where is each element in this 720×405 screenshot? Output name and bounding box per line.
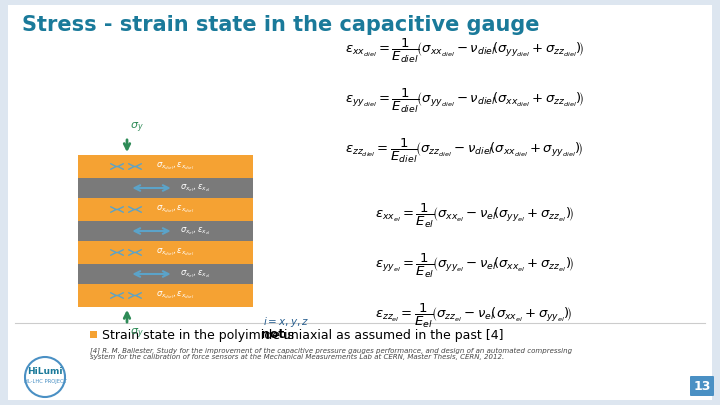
Bar [78, 198, 253, 221]
FancyBboxPatch shape [690, 376, 714, 396]
Text: $\sigma_{x_{diel}},\varepsilon_{x_{diel}}$: $\sigma_{x_{diel}},\varepsilon_{x_{diel}… [156, 290, 195, 301]
Circle shape [25, 357, 65, 397]
Text: $\sigma_{x_{diel}},\varepsilon_{x_{diel}}$: $\sigma_{x_{diel}},\varepsilon_{x_{diel}… [156, 247, 195, 258]
Text: $\sigma_y$: $\sigma_y$ [130, 327, 144, 341]
Text: $\sigma_{x_{el}},\varepsilon_{x_{el}}$: $\sigma_{x_{el}},\varepsilon_{x_{el}}$ [179, 268, 210, 280]
Bar [78, 284, 253, 307]
Text: not: not [261, 328, 284, 341]
Text: $\varepsilon_{yy_{diel}} = \dfrac{1}{E_{diel}}\!\left(\sigma_{yy_{diel}} - \nu_{: $\varepsilon_{yy_{diel}} = \dfrac{1}{E_{… [345, 87, 585, 115]
Text: $i = x,y,z$: $i = x,y,z$ [263, 315, 309, 329]
Bar [90, 331, 97, 338]
Bar [78, 241, 253, 264]
Text: $\sigma_{x_{diel}},\varepsilon_{x_{diel}}$: $\sigma_{x_{diel}},\varepsilon_{x_{diel}… [156, 204, 195, 215]
Text: $\sigma_{x_{el}},\varepsilon_{x_{el}}$: $\sigma_{x_{el}},\varepsilon_{x_{el}}$ [179, 225, 210, 237]
Text: $\varepsilon_{yy_{el}} = \dfrac{1}{E_{el}}\!\left(\sigma_{yy_{el}} - \nu_{el}\!\: $\varepsilon_{yy_{el}} = \dfrac{1}{E_{el… [375, 252, 574, 280]
Bar [78, 221, 253, 241]
Text: $\sigma_{x_{diel}},\varepsilon_{x_{diel}}$: $\sigma_{x_{diel}},\varepsilon_{x_{diel}… [156, 161, 195, 172]
Bar [78, 178, 253, 198]
Text: 13: 13 [693, 379, 711, 392]
Text: $\varepsilon_{zz_{el}} = \dfrac{1}{E_{el}}\!\left(\sigma_{zz_{el}} - \nu_{el}\!\: $\varepsilon_{zz_{el}} = \dfrac{1}{E_{el… [375, 302, 572, 330]
Text: system for the calibration of force sensors at the Mechanical Measurements Lab a: system for the calibration of force sens… [90, 354, 504, 360]
Text: Strain state in the polyimide is: Strain state in the polyimide is [102, 328, 298, 341]
Text: uniaxial as assumed in the past [4]: uniaxial as assumed in the past [4] [279, 328, 503, 341]
Bar [78, 264, 253, 284]
Text: $\varepsilon_{xx_{el}} = \dfrac{1}{E_{el}}\!\left(\sigma_{xx_{el}} - \nu_{el}\!\: $\varepsilon_{xx_{el}} = \dfrac{1}{E_{el… [375, 202, 574, 230]
Text: HL-LHC PROJECT: HL-LHC PROJECT [24, 379, 66, 384]
Text: [4] R. M. Ballester, Study for the improvement of the capacitive pressure gauges: [4] R. M. Ballester, Study for the impro… [90, 347, 572, 354]
Text: HiLumi: HiLumi [27, 367, 63, 377]
Text: $\sigma_y$: $\sigma_y$ [130, 121, 144, 135]
Text: Stress - strain state in the capacitive gauge: Stress - strain state in the capacitive … [22, 15, 539, 35]
Text: $\sigma_{x_{el}},\varepsilon_{x_{el}}$: $\sigma_{x_{el}},\varepsilon_{x_{el}}$ [179, 182, 210, 194]
Text: $\varepsilon_{xx_{diel}} = \dfrac{1}{E_{diel}}\!\left(\sigma_{xx_{diel}} - \nu_{: $\varepsilon_{xx_{diel}} = \dfrac{1}{E_{… [345, 37, 585, 65]
Text: $\varepsilon_{zz_{diel}} = \dfrac{1}{E_{diel}}\!\left(\sigma_{zz_{diel}} - \nu_{: $\varepsilon_{zz_{diel}} = \dfrac{1}{E_{… [345, 137, 583, 165]
Bar [78, 155, 253, 178]
